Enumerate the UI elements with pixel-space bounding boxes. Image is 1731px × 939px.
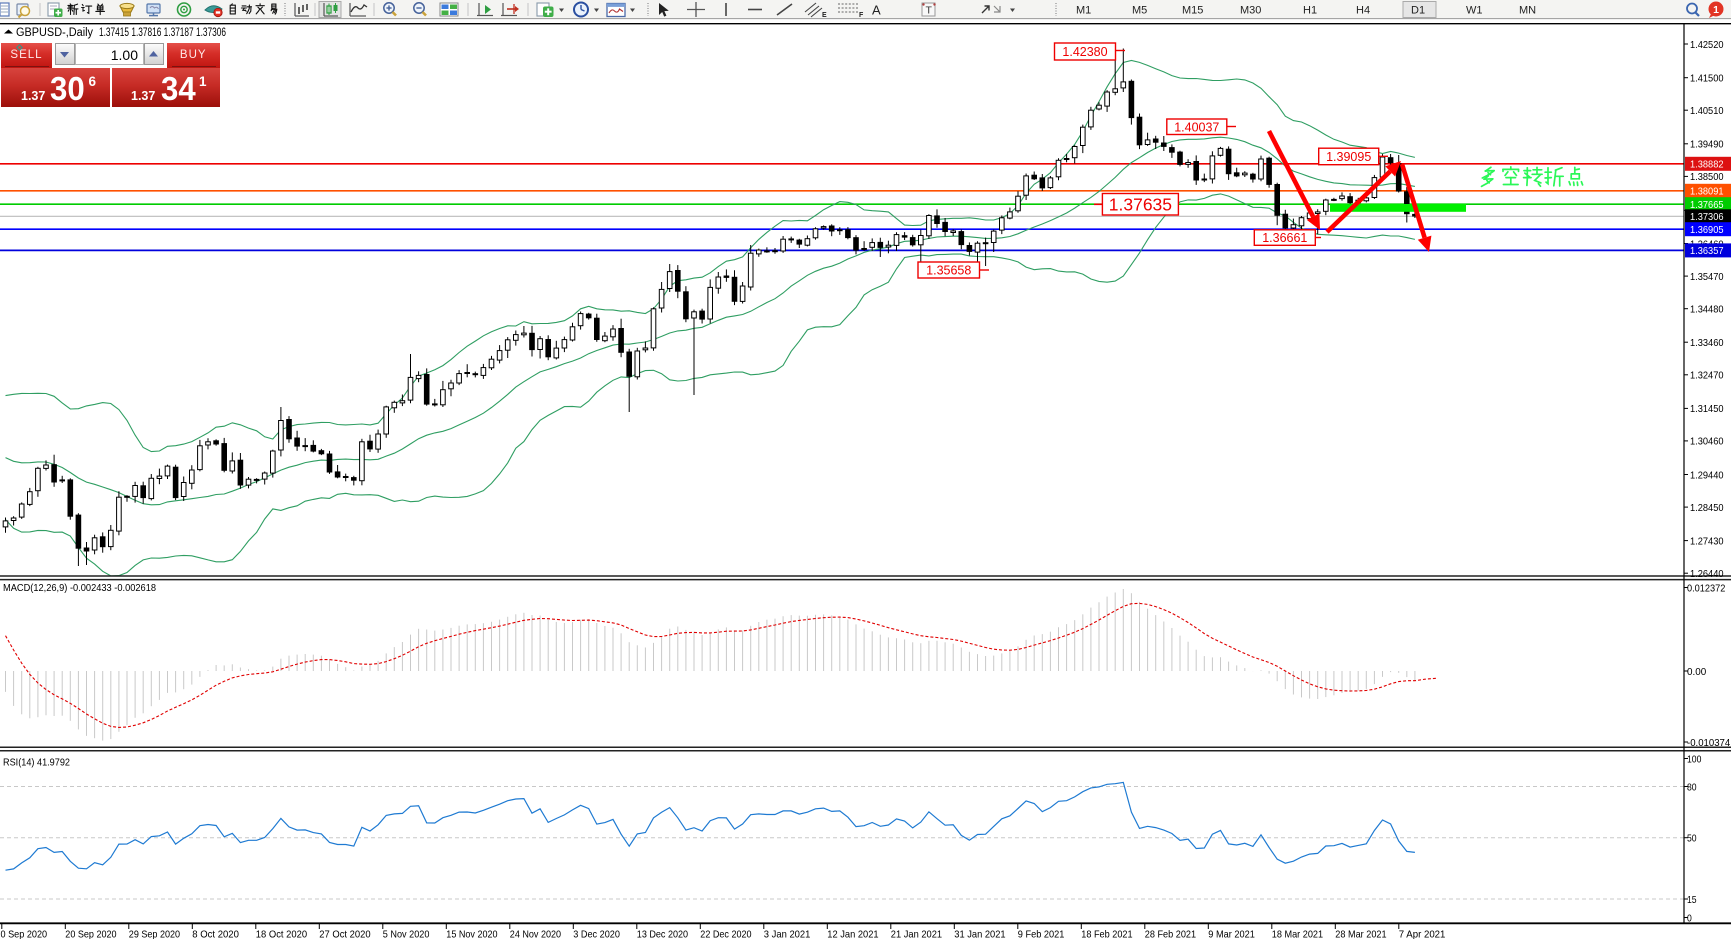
- svg-text:1: 1: [1713, 4, 1719, 16]
- svg-text:1.42520: 1.42520: [1690, 40, 1724, 51]
- svg-text:RSI(14) 41.9792: RSI(14) 41.9792: [3, 758, 70, 769]
- svg-text:H1: H1: [1303, 5, 1317, 17]
- svg-text:1.35658: 1.35658: [926, 264, 971, 278]
- svg-text:28 Feb 2021: 28 Feb 2021: [1145, 930, 1197, 939]
- svg-text:M1: M1: [1076, 5, 1091, 17]
- svg-text:1.37665: 1.37665: [1690, 200, 1724, 211]
- svg-text:1.34480: 1.34480: [1690, 305, 1724, 316]
- svg-text:9 Mar 2021: 9 Mar 2021: [1208, 930, 1255, 939]
- svg-text:W1: W1: [1466, 5, 1483, 17]
- svg-text:1.26440: 1.26440: [1690, 569, 1724, 580]
- svg-text:1.40037: 1.40037: [1174, 120, 1219, 134]
- svg-text:5 Nov 2020: 5 Nov 2020: [383, 930, 430, 939]
- svg-text:1.39490: 1.39490: [1690, 140, 1724, 151]
- svg-text:1.32470: 1.32470: [1690, 371, 1724, 382]
- svg-text:1.42380: 1.42380: [1062, 45, 1107, 59]
- svg-text:1.33460: 1.33460: [1690, 338, 1724, 349]
- svg-text:1.30460: 1.30460: [1690, 437, 1724, 448]
- svg-text:H4: H4: [1356, 5, 1370, 17]
- svg-text:18 Oct 2020: 18 Oct 2020: [256, 930, 308, 939]
- svg-text:1.38091: 1.38091: [1690, 187, 1724, 198]
- svg-text:M30: M30: [1240, 5, 1261, 17]
- svg-text:MN: MN: [1519, 5, 1536, 17]
- svg-text:18 Mar 2021: 18 Mar 2021: [1272, 930, 1324, 939]
- svg-text:1.40510: 1.40510: [1690, 106, 1724, 117]
- svg-text:1.41500: 1.41500: [1690, 74, 1724, 85]
- svg-text:D1: D1: [1411, 5, 1425, 17]
- svg-text:1.36661: 1.36661: [1262, 231, 1307, 245]
- svg-text:-0.010374: -0.010374: [1687, 738, 1731, 749]
- svg-text:M5: M5: [1132, 5, 1147, 17]
- svg-text:22 Dec 2020: 22 Dec 2020: [700, 930, 752, 939]
- svg-text:1.37306: 1.37306: [1690, 212, 1724, 223]
- svg-text:7 Apr 2021: 7 Apr 2021: [1399, 930, 1446, 939]
- svg-text:20 Sep 2020: 20 Sep 2020: [65, 930, 117, 939]
- svg-text:13 Dec 2020: 13 Dec 2020: [637, 930, 689, 939]
- svg-text:31 Jan 2021: 31 Jan 2021: [954, 930, 1006, 939]
- svg-text:15 Nov 2020: 15 Nov 2020: [446, 930, 498, 939]
- svg-text:1.27430: 1.27430: [1690, 536, 1724, 547]
- svg-text:1.38882: 1.38882: [1690, 160, 1724, 171]
- svg-text:100: 100: [1687, 754, 1702, 765]
- svg-text:50: 50: [1687, 834, 1697, 845]
- svg-text:1.36357: 1.36357: [1690, 246, 1724, 257]
- svg-text:F: F: [859, 12, 864, 19]
- svg-text:3 Jan 2021: 3 Jan 2021: [764, 930, 811, 939]
- svg-text:1.37415 1.37816 1.37187 1.3730: 1.37415 1.37816 1.37187 1.37306: [99, 27, 226, 39]
- svg-text:24 Nov 2020: 24 Nov 2020: [510, 930, 562, 939]
- svg-text:M15: M15: [1182, 5, 1203, 17]
- svg-text:1.35470: 1.35470: [1690, 272, 1724, 283]
- svg-text:8 Oct 2020: 8 Oct 2020: [192, 930, 239, 939]
- svg-text:MACD(12,26,9) -0.002433 -0.002: MACD(12,26,9) -0.002433 -0.002618: [3, 583, 156, 594]
- svg-text:0.00: 0.00: [1687, 667, 1707, 678]
- svg-text:1.36905: 1.36905: [1690, 225, 1724, 236]
- svg-text:GBPUSD-,Daily: GBPUSD-,Daily: [16, 27, 93, 39]
- svg-text:29 Sep 2020: 29 Sep 2020: [129, 930, 181, 939]
- svg-text:0.012372: 0.012372: [1687, 583, 1726, 594]
- svg-text:1.31450: 1.31450: [1690, 404, 1724, 415]
- svg-text:3 Dec 2020: 3 Dec 2020: [573, 930, 620, 939]
- svg-text:15: 15: [1687, 895, 1697, 906]
- svg-text:1.39095: 1.39095: [1326, 150, 1371, 164]
- svg-text:1.38500: 1.38500: [1690, 172, 1724, 183]
- svg-text:21 Jan 2021: 21 Jan 2021: [891, 930, 943, 939]
- svg-text:E: E: [822, 12, 827, 19]
- svg-text:18 Feb 2021: 18 Feb 2021: [1081, 930, 1133, 939]
- svg-text:T: T: [926, 5, 933, 17]
- svg-text:27 Oct 2020: 27 Oct 2020: [319, 930, 371, 939]
- svg-text:0: 0: [1687, 913, 1692, 924]
- svg-text:12 Jan 2021: 12 Jan 2021: [827, 930, 879, 939]
- svg-text:1.29440: 1.29440: [1690, 470, 1724, 481]
- svg-text:1.37635: 1.37635: [1109, 195, 1172, 215]
- svg-text:80: 80: [1687, 782, 1697, 793]
- svg-text:0 Sep 2020: 0 Sep 2020: [1, 930, 48, 939]
- svg-text:9 Feb 2021: 9 Feb 2021: [1018, 930, 1065, 939]
- svg-text:A: A: [872, 3, 881, 18]
- svg-text:28 Mar 2021: 28 Mar 2021: [1335, 930, 1387, 939]
- svg-text:1.28450: 1.28450: [1690, 503, 1724, 514]
